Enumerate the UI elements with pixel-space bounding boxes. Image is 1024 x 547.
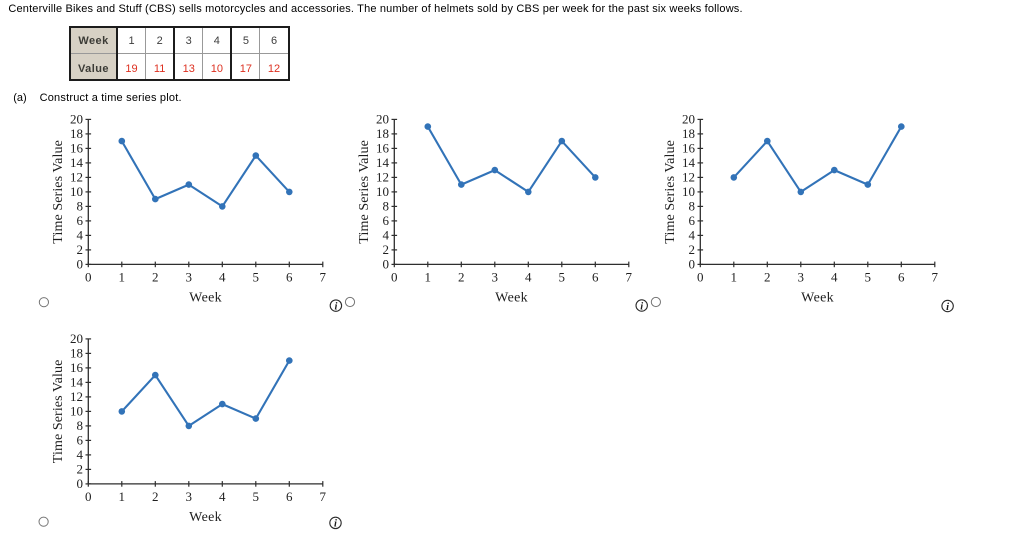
svg-text:5: 5 [253, 489, 260, 504]
svg-text:10: 10 [682, 184, 695, 199]
svg-text:1: 1 [119, 270, 126, 285]
svg-text:20: 20 [70, 112, 83, 127]
svg-text:4: 4 [77, 228, 84, 243]
svg-text:Week: Week [801, 291, 834, 306]
svg-text:20: 20 [70, 331, 83, 346]
svg-text:1: 1 [425, 270, 432, 285]
svg-text:6: 6 [286, 270, 293, 285]
svg-text:18: 18 [682, 126, 695, 141]
svg-text:Time Series Value: Time Series Value [357, 140, 372, 244]
svg-text:10: 10 [376, 184, 389, 199]
svg-text:0: 0 [391, 270, 398, 285]
svg-text:10: 10 [70, 184, 83, 199]
svg-text:7: 7 [626, 270, 633, 285]
svg-text:8: 8 [77, 418, 84, 433]
svg-text:6: 6 [898, 270, 905, 285]
svg-text:4: 4 [219, 270, 226, 285]
svg-text:12: 12 [70, 170, 83, 185]
svg-text:0: 0 [85, 489, 92, 504]
svg-text:14: 14 [682, 155, 696, 170]
svg-text:20: 20 [682, 112, 695, 127]
svg-text:5: 5 [253, 270, 260, 285]
svg-text:12: 12 [376, 170, 389, 185]
svg-text:6: 6 [592, 270, 599, 285]
svg-text:3: 3 [798, 270, 805, 285]
svg-text:2: 2 [689, 242, 696, 257]
svg-text:i: i [334, 519, 337, 530]
svg-text:14: 14 [70, 155, 84, 170]
svg-text:6: 6 [689, 213, 696, 228]
svg-text:8: 8 [383, 199, 390, 214]
svg-text:4: 4 [831, 270, 838, 285]
svg-text:16: 16 [70, 360, 84, 375]
svg-text:2: 2 [77, 242, 84, 257]
svg-text:4: 4 [219, 489, 226, 504]
svg-text:18: 18 [376, 126, 389, 141]
svg-text:8: 8 [77, 199, 84, 214]
svg-text:7: 7 [320, 270, 327, 285]
svg-text:0: 0 [697, 270, 704, 285]
svg-text:16: 16 [70, 141, 84, 156]
svg-text:6: 6 [77, 433, 84, 448]
svg-text:0: 0 [77, 476, 84, 491]
svg-text:2: 2 [383, 242, 390, 257]
svg-text:3: 3 [492, 270, 499, 285]
svg-text:4: 4 [525, 270, 532, 285]
svg-text:3: 3 [186, 270, 193, 285]
svg-text:12: 12 [682, 170, 695, 185]
svg-text:5: 5 [559, 270, 566, 285]
svg-text:7: 7 [932, 270, 939, 285]
svg-text:2: 2 [152, 489, 159, 504]
svg-text:5: 5 [865, 270, 872, 285]
svg-text:Time Series Value: Time Series Value [51, 140, 66, 244]
svg-text:1: 1 [731, 270, 738, 285]
svg-text:8: 8 [689, 199, 696, 214]
svg-text:7: 7 [320, 489, 327, 504]
svg-text:4: 4 [77, 447, 84, 462]
svg-text:10: 10 [70, 404, 83, 419]
svg-text:18: 18 [70, 126, 83, 141]
svg-text:0: 0 [85, 270, 92, 285]
svg-text:Time Series Value: Time Series Value [51, 360, 66, 464]
svg-text:2: 2 [764, 270, 771, 285]
svg-text:6: 6 [77, 213, 84, 228]
svg-text:i: i [946, 302, 949, 313]
svg-text:4: 4 [689, 228, 696, 243]
svg-text:12: 12 [70, 389, 83, 404]
svg-text:4: 4 [383, 228, 390, 243]
svg-text:2: 2 [152, 270, 159, 285]
svg-text:18: 18 [70, 346, 83, 361]
svg-text:6: 6 [286, 489, 293, 504]
svg-text:16: 16 [682, 141, 696, 156]
svg-text:0: 0 [689, 257, 696, 272]
svg-text:16: 16 [376, 141, 390, 156]
svg-text:Time Series Value: Time Series Value [663, 140, 678, 244]
svg-text:0: 0 [383, 257, 390, 272]
svg-text:i: i [640, 301, 643, 312]
svg-text:3: 3 [186, 489, 193, 504]
svg-text:Week: Week [495, 291, 528, 306]
svg-text:0: 0 [77, 257, 84, 272]
svg-text:Week: Week [189, 510, 222, 525]
svg-text:i: i [334, 301, 337, 312]
svg-text:14: 14 [376, 155, 390, 170]
svg-text:1: 1 [119, 489, 126, 504]
svg-text:6: 6 [383, 213, 390, 228]
svg-text:14: 14 [70, 375, 84, 390]
svg-text:20: 20 [376, 112, 389, 127]
svg-text:2: 2 [458, 270, 465, 285]
svg-text:Week: Week [189, 291, 222, 306]
svg-text:2: 2 [77, 462, 84, 477]
